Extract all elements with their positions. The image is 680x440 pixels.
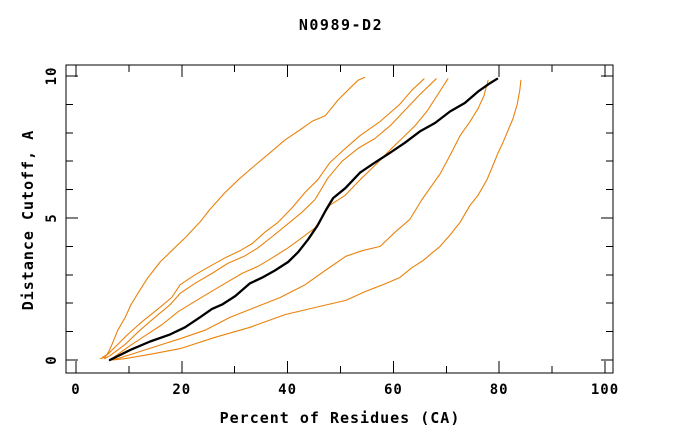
y-tick-label: 0	[44, 355, 60, 365]
y-tick-label: 10	[44, 66, 60, 86]
chart-title: N0989-D2	[298, 16, 384, 34]
x-axis-title: Percent of Residues (CA)	[219, 409, 461, 427]
model-curve-5	[110, 79, 489, 361]
x-tick-label: 20	[172, 382, 192, 398]
y-tick-label: 5	[44, 213, 60, 223]
x-tick-label: 0	[71, 382, 81, 398]
x-tick-label: 80	[489, 382, 509, 398]
model-curve-2	[101, 78, 425, 358]
x-tick-label: 100	[590, 382, 620, 398]
x-tick-label: 40	[278, 382, 298, 398]
model-curve-3	[104, 78, 437, 360]
model-curve-6	[112, 79, 522, 361]
highlighted-curve	[108, 77, 499, 362]
model-curve-1	[99, 76, 366, 360]
x-tick-label: 60	[383, 382, 403, 398]
model-curve-4	[111, 78, 449, 360]
y-axis-title: Distance Cutoff, A	[19, 129, 37, 311]
plot-border	[65, 64, 614, 374]
